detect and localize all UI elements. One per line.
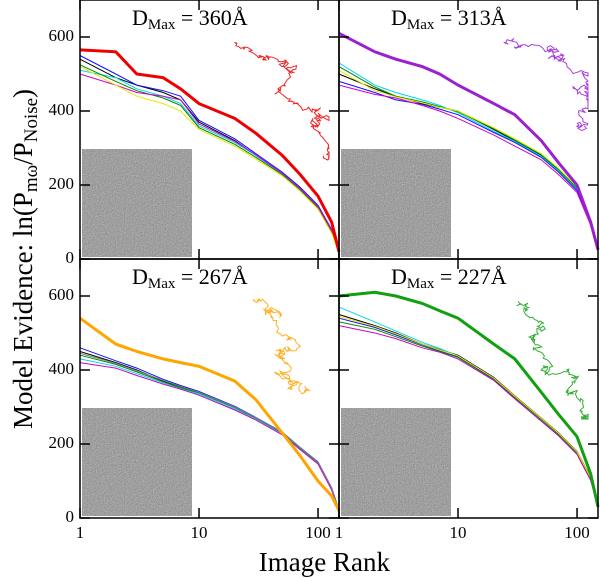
data-line [338,315,599,504]
noise-image [82,149,192,257]
title-subscript: Max [407,276,435,292]
y-label-subscript: mω [21,165,42,192]
data-line [79,316,341,512]
data-line [338,80,599,252]
y-label-part: Model Evidence: ln(P [8,192,38,429]
data-line [79,73,340,252]
molecule-image [252,298,312,395]
y-tick-label: 0 [66,248,75,267]
x-tick-label: 100 [305,523,331,542]
x-tick-label: 1 [335,523,344,542]
plot-frame [338,258,599,519]
data-line [338,290,600,508]
x-axis-label: Image Rank [259,547,391,577]
y-tick-label: 400 [49,100,75,119]
molecule-image [234,41,330,161]
x-tick-label: 10 [191,523,208,542]
molecule-image [503,37,589,132]
y-label-subscript: Noise [21,98,42,142]
data-line [79,48,341,252]
data-line [338,325,599,507]
molecule-image [516,301,589,421]
title-part: = 227Å [434,264,506,289]
y-axis-label: Model Evidence: ln(Pmω/PNoise) [8,89,42,429]
y-tick-label: 200 [49,433,75,452]
panel-title: DMax = 360Å [132,5,248,33]
x-tick-label: 100 [564,523,590,542]
data-line [338,62,599,250]
x-tick-label: 1 [76,523,85,542]
data-line [79,64,340,253]
y-tick-label: 200 [49,174,75,193]
title-part: = 360Å [175,5,247,30]
title-part: D [391,5,407,30]
data-line [79,66,340,254]
data-line [79,352,340,511]
title-subscript: Max [148,276,176,292]
y-label-part: ) [8,89,38,98]
data-line [79,362,340,512]
y-tick-label: 0 [66,507,75,526]
data-line [338,84,599,252]
title-part: D [391,264,407,289]
title-part: = 267Å [175,264,247,289]
title-part: = 313Å [434,5,506,30]
x-tick-label: 10 [450,523,467,542]
title-part: D [132,5,148,30]
data-line [79,55,340,252]
panel-title: DMax = 313Å [391,5,507,33]
noise-image [82,408,192,516]
data-line [338,31,600,251]
panel-title: DMax = 227Å [391,264,507,292]
noise-image [341,149,451,257]
y-tick-label: 600 [49,26,75,45]
y-label-part: /P [8,142,38,165]
title-subscript: Max [148,17,176,33]
panel-title: DMax = 267Å [132,264,248,292]
data-line [338,321,599,506]
title-subscript: Max [407,17,435,33]
y-tick-label: 400 [49,359,75,378]
y-tick-label: 600 [49,285,75,304]
noise-image [341,408,451,516]
title-part: D [132,264,148,289]
